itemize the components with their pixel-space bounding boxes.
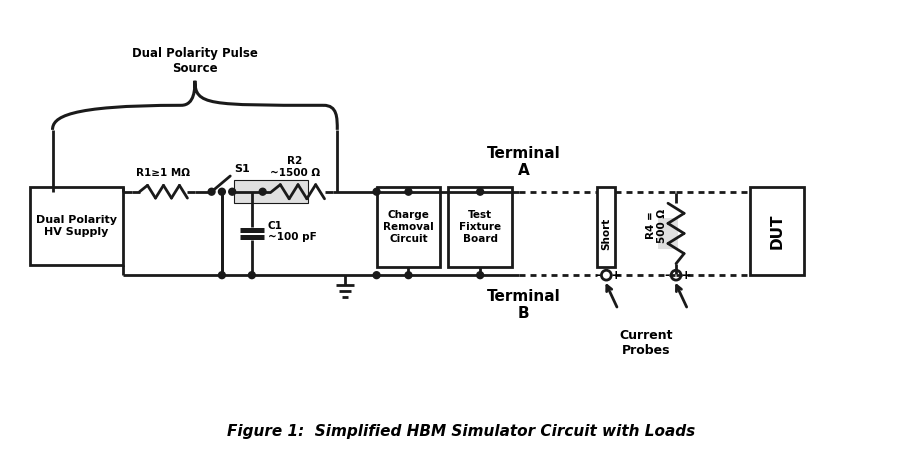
Text: +: + bbox=[611, 269, 621, 282]
Text: DUT: DUT bbox=[769, 213, 785, 249]
Circle shape bbox=[373, 188, 380, 195]
Text: -: - bbox=[665, 269, 669, 282]
Circle shape bbox=[248, 272, 255, 278]
Circle shape bbox=[477, 188, 483, 195]
Text: C1
~100 pF: C1 ~100 pF bbox=[267, 221, 316, 242]
Circle shape bbox=[219, 188, 225, 195]
Text: Figure 1:  Simplified HBM Simulator Circuit with Loads: Figure 1: Simplified HBM Simulator Circu… bbox=[227, 424, 695, 439]
Circle shape bbox=[219, 272, 225, 278]
Text: Terminal
A: Terminal A bbox=[487, 146, 561, 178]
Bar bbox=[234, 180, 308, 203]
Circle shape bbox=[208, 188, 215, 195]
Text: Terminal
B: Terminal B bbox=[487, 289, 561, 321]
Text: Current
Probes: Current Probes bbox=[620, 329, 673, 357]
Bar bbox=[597, 187, 615, 267]
Circle shape bbox=[373, 272, 380, 278]
Text: Test
Fixture
Board: Test Fixture Board bbox=[459, 211, 502, 244]
Text: -: - bbox=[595, 269, 600, 282]
Bar bbox=[376, 187, 441, 267]
Text: Charge
Removal
Circuit: Charge Removal Circuit bbox=[384, 211, 434, 244]
Text: S1: S1 bbox=[234, 164, 250, 174]
Bar bbox=[30, 187, 124, 266]
Circle shape bbox=[405, 188, 412, 195]
Bar bbox=[750, 187, 804, 275]
Text: R4 =
500 Ω: R4 = 500 Ω bbox=[645, 208, 668, 242]
Text: R2
~1500 Ω: R2 ~1500 Ω bbox=[270, 156, 320, 178]
Text: Dual Polarity
HV Supply: Dual Polarity HV Supply bbox=[36, 215, 117, 237]
Text: Short: Short bbox=[601, 217, 611, 249]
Circle shape bbox=[259, 188, 266, 195]
Bar bbox=[658, 218, 678, 249]
Text: +: + bbox=[680, 269, 692, 282]
Circle shape bbox=[477, 272, 483, 278]
Text: R1≥1 MΩ: R1≥1 MΩ bbox=[136, 168, 191, 178]
Circle shape bbox=[229, 188, 236, 195]
Text: Dual Polarity Pulse
Source: Dual Polarity Pulse Source bbox=[132, 47, 258, 75]
Bar bbox=[448, 187, 512, 267]
Circle shape bbox=[405, 272, 412, 278]
